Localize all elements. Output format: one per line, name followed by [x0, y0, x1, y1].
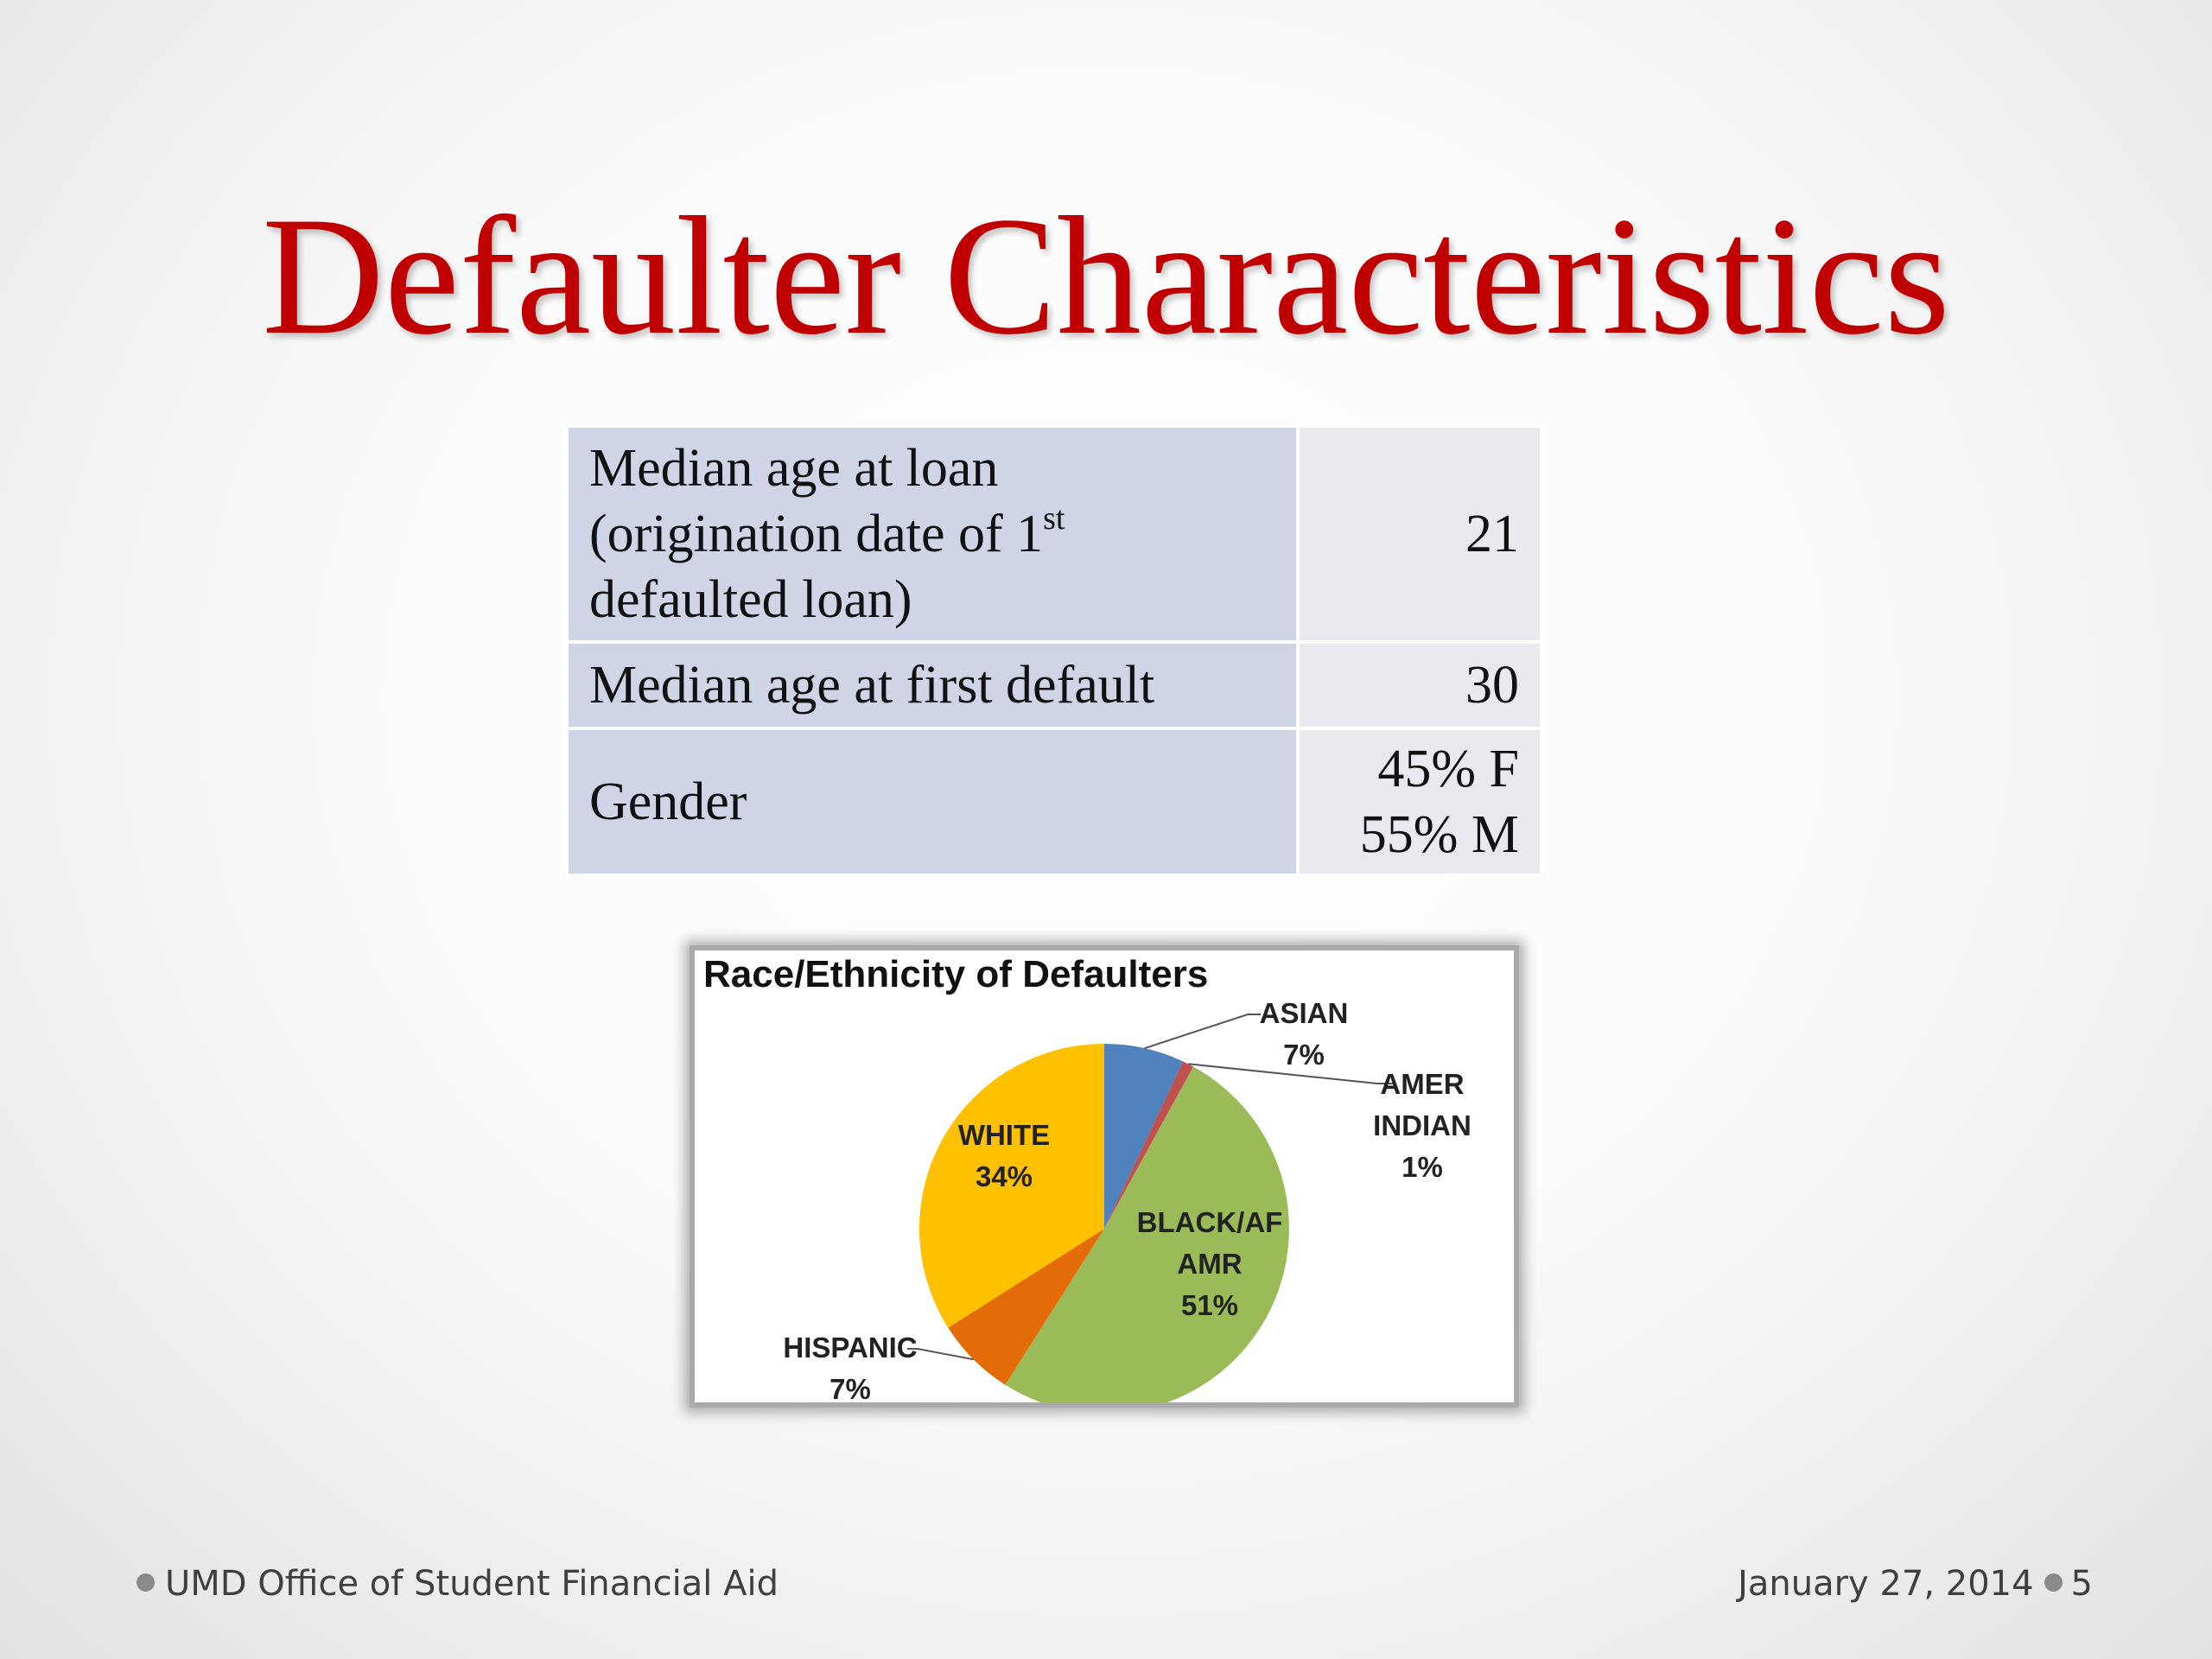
data-label-asian: 7%: [1283, 1039, 1325, 1071]
label-text: Median age at first default: [589, 656, 1155, 715]
pie-slice-amer-indian: [1104, 1061, 1194, 1229]
data-label-amer-indian: INDIAN: [1373, 1109, 1471, 1141]
race-ethnicity-chart: Race/Ethnicity of Defaulters ASIAN 7% AMER…: [690, 945, 1519, 1408]
value-text: 21: [1465, 505, 1519, 563]
leader-line: [1144, 1014, 1261, 1050]
footer-date-page: January 27, 2014 5: [1738, 1562, 2093, 1605]
pie-chart-svg: Race/Ethnicity of Defaulters ASIAN 7% AMER…: [703, 953, 1471, 1402]
leader-line: [1188, 1063, 1393, 1084]
data-label-black-af-amr: 51%: [1181, 1289, 1238, 1321]
ordinal-suffix: st: [1043, 500, 1065, 537]
value-text: 45% F: [1377, 740, 1519, 798]
pie-labels: ASIAN 7% AMER INDIAN 1% BLACK/AF AMR 51% HISPANI…: [783, 997, 1471, 1402]
data-label-black-af-amr: AMR: [1177, 1248, 1242, 1280]
data-label-hispanic: 7%: [830, 1373, 871, 1402]
chart-title: Race/Ethnicity of Defaulters: [703, 953, 1208, 995]
table-row: Gender 45% F 55% M: [565, 727, 1543, 877]
table-row: Median age at loan (origination date of …: [565, 424, 1543, 644]
table-label-cell: Gender: [565, 727, 1300, 877]
value-text: 30: [1465, 656, 1519, 715]
leader-line: [907, 1348, 974, 1361]
table-value-cell: 30: [1296, 640, 1543, 730]
footer-organization: UMD Office of Student Financial Aid: [137, 1562, 779, 1605]
footer-date: January 27, 2014: [1738, 1564, 2034, 1604]
defaulter-stats-table: Median age at loan (origination date of …: [565, 424, 1543, 877]
label-line: (origination date of 1: [589, 505, 1044, 563]
data-label-amer-indian: 1%: [1402, 1151, 1443, 1183]
pie-slice-white: [918, 1044, 1104, 1328]
label-line: Median age at loan: [589, 439, 999, 498]
value-text: 55% M: [1359, 805, 1519, 864]
data-label-hispanic: HISPANIC: [783, 1332, 917, 1363]
table-label-cell: Median age at first default: [565, 640, 1300, 730]
label-line: defaulted loan): [589, 570, 912, 629]
data-label-white: 34%: [976, 1160, 1033, 1192]
data-label-asian: ASIAN: [1260, 997, 1349, 1029]
table-row: Median age at first default 30: [565, 640, 1543, 730]
data-label-white: WHITE: [958, 1119, 1050, 1151]
table-value-cell: 45% F 55% M: [1296, 727, 1543, 877]
label-text: Gender: [589, 772, 747, 831]
pie-slice-hispanic: [948, 1229, 1104, 1385]
data-label-black-af-amr: BLACK/AF: [1137, 1206, 1283, 1238]
pie-slices: [918, 1044, 1289, 1402]
bullet-dot-icon: [137, 1573, 155, 1592]
data-label-amer-indian: AMER: [1380, 1068, 1464, 1100]
footer-org-text: UMD Office of Student Financial Aid: [165, 1564, 779, 1604]
pie-slice-black-af-amr: [1005, 1066, 1289, 1402]
page-number: 5: [2070, 1564, 2093, 1604]
slide-title: Defaulter Characteristics: [262, 182, 1950, 370]
table-value-cell: 21: [1296, 424, 1543, 644]
pie-slice-asian: [1104, 1044, 1184, 1229]
bullet-dot-icon: [2044, 1573, 2063, 1592]
table-label-cell: Median age at loan (origination date of …: [565, 424, 1300, 644]
